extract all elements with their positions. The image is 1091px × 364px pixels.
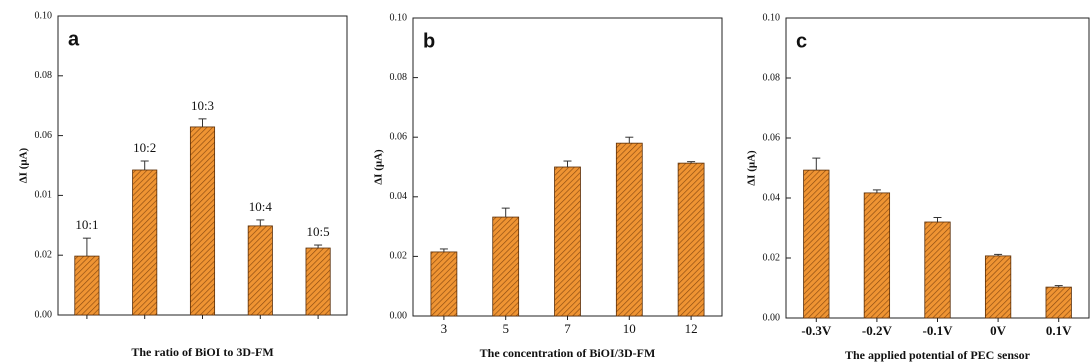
y-tick-label: 0.06	[390, 131, 408, 142]
x-tick-label: -0.3V	[801, 323, 832, 338]
bar	[247, 225, 273, 316]
x-tick-label: -0.1V	[923, 323, 954, 338]
x-tick-label: 10	[623, 321, 636, 336]
y-tick-label: 0.06	[763, 132, 781, 143]
bar-label: 10:3	[191, 98, 214, 113]
x-tick-label: 3	[441, 321, 448, 336]
y-tick-label: 0.02	[35, 249, 53, 260]
y-axis-label: ΔI (μA)	[746, 150, 758, 186]
y-tick-label: 0.10	[390, 12, 408, 23]
x-tick-label: 7	[564, 321, 571, 336]
bar	[189, 126, 216, 316]
bar	[1045, 286, 1072, 319]
bar	[74, 255, 100, 316]
y-tick-label: 0.10	[763, 12, 781, 23]
y-tick-label: 0.04	[390, 191, 408, 202]
x-tick-label: 0V	[990, 323, 1007, 338]
y-tick-label: 0.01	[35, 190, 53, 201]
x-tick-label: -0.2V	[862, 323, 893, 338]
bar	[677, 162, 705, 317]
bar	[305, 247, 331, 316]
y-axis-label: ΔI (μA)	[373, 149, 385, 185]
x-tick-label: 0.1V	[1046, 323, 1072, 338]
y-tick-label: 0.00	[35, 309, 53, 320]
y-axis-label: ΔI (μA)	[18, 147, 30, 183]
panel-label: c	[796, 30, 807, 52]
bar	[132, 169, 158, 316]
bar-label: 10:1	[75, 217, 98, 232]
y-tick-label: 0.04	[763, 192, 781, 203]
panel-label: a	[68, 28, 80, 50]
bar-label: 10:4	[249, 199, 273, 214]
x-tick-label: 12	[685, 321, 698, 336]
bar-label: 10:5	[307, 224, 330, 239]
y-tick-label: 0.08	[390, 72, 408, 83]
y-tick-label: 0.06	[35, 130, 53, 141]
bar-label: 10:2	[133, 140, 156, 155]
bar	[863, 192, 891, 319]
y-tick-label: 0.00	[390, 310, 408, 321]
x-axis-label: The ratio of BiOI to 3D-FM	[131, 345, 273, 359]
y-tick-label: 0.08	[763, 72, 781, 83]
y-tick-label: 0.02	[390, 251, 408, 262]
bar	[984, 255, 1012, 319]
panel-label: b	[423, 30, 435, 52]
x-tick-label: 5	[502, 321, 509, 336]
y-tick-label: 0.10	[35, 10, 53, 21]
x-axis-label: The applied potential of PEC sensor	[845, 348, 1031, 362]
bar	[924, 221, 951, 319]
bar	[430, 251, 458, 317]
y-tick-label: 0.08	[35, 70, 53, 81]
bar	[803, 169, 830, 319]
bar	[554, 166, 581, 317]
bar	[492, 216, 520, 317]
x-axis-label: The concentration of BiOI/3D-FM	[480, 346, 656, 360]
bar	[615, 142, 643, 317]
y-tick-label: 0.02	[763, 252, 781, 263]
y-tick-label: 0.00	[763, 312, 781, 323]
